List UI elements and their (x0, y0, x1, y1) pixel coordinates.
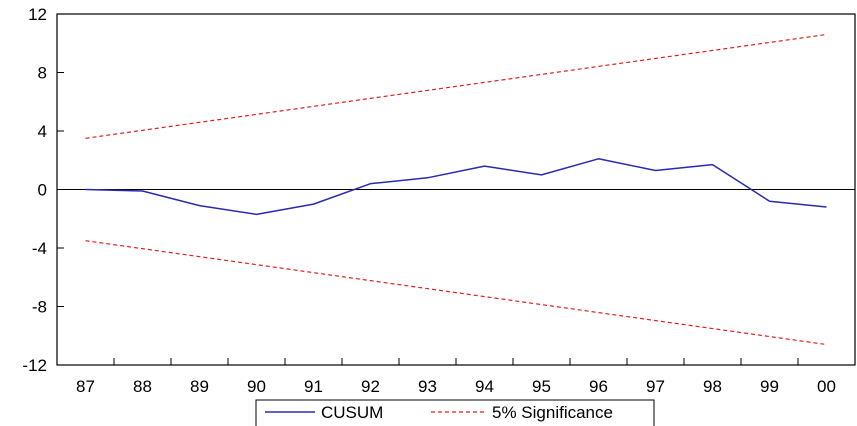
x-tick-label: 97 (646, 377, 665, 396)
x-tick-label: 95 (532, 377, 551, 396)
y-tick-label: -8 (32, 298, 47, 317)
x-tick-label: 99 (760, 377, 779, 396)
cusum-line (85, 158, 827, 216)
x-tick-label: 89 (190, 377, 209, 396)
y-tick-label: 4 (38, 122, 47, 141)
x-tick-label: 93 (418, 377, 437, 396)
upper-significance-line (85, 33, 827, 139)
x-axis: 87 88 89 90 91 92 93 94 95 96 97 98 99 00 (76, 358, 836, 396)
x-tick-label: 91 (304, 377, 323, 396)
x-tick-label: 88 (133, 377, 152, 396)
y-tick-label: -4 (32, 239, 47, 258)
legend-label-significance: 5% Significance (492, 403, 613, 422)
y-tick-label: 8 (38, 64, 47, 83)
legend-box (255, 399, 655, 426)
y-tick-label: -12 (22, 356, 47, 375)
lower-significance-line (85, 240, 827, 346)
x-tick-label: 00 (817, 377, 836, 396)
y-axis: 12 8 4 0 -4 -8 -12 (22, 5, 64, 375)
x-tick-label: 96 (589, 377, 608, 396)
legend-label-cusum: CUSUM (321, 403, 383, 422)
legend: CUSUM 5% Significance (255, 399, 655, 426)
x-tick-label: 87 (76, 377, 95, 396)
x-tick-label: 90 (247, 377, 266, 396)
x-tick-label: 98 (703, 377, 722, 396)
series-group (85, 33, 827, 346)
y-tick-label: 0 (38, 181, 47, 200)
x-tick-label: 94 (475, 377, 494, 396)
y-tick-label: 12 (28, 5, 47, 24)
x-tick-label: 92 (361, 377, 380, 396)
